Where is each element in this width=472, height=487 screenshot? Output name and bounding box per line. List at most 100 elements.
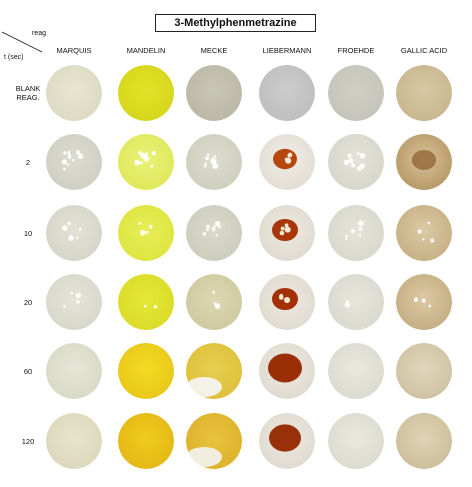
well-liquid (328, 343, 384, 399)
sample-crystal (428, 304, 432, 308)
sample-crystal (63, 167, 66, 171)
sample-crystal (356, 151, 360, 155)
well-4-4 (328, 343, 384, 399)
sample-crystal (213, 225, 216, 228)
pale-region (186, 447, 222, 467)
reagent-header-0: MARQUIS (56, 46, 92, 55)
time-header-0: BLANK REAG. (15, 84, 41, 102)
time-header-2: 10 (23, 229, 33, 238)
sample-crystal (344, 301, 351, 308)
well-liquid (328, 413, 384, 469)
well-1-2 (186, 134, 242, 190)
well-liquid (396, 205, 452, 261)
time-axis-label: t (sec) (4, 54, 24, 61)
reagent-header-2: MECKE (200, 46, 228, 55)
sample-crystal (140, 229, 146, 236)
well-5-0 (46, 413, 102, 469)
figure-title: 3-Methylphenmetrazine (155, 14, 316, 32)
sample-crystal (206, 228, 209, 232)
sample-crystal (138, 222, 142, 225)
sample-crystal (71, 158, 75, 162)
well-liquid (328, 65, 384, 121)
well-3-4 (328, 274, 384, 330)
well-0-1 (118, 65, 174, 121)
time-header-1: 2 (25, 158, 31, 167)
well-2-3 (259, 205, 315, 261)
sample-crystal (279, 295, 284, 300)
well-0-2 (186, 65, 242, 121)
sample-crystal (204, 162, 207, 166)
sample-crystal (430, 238, 435, 243)
sample-crystal (63, 151, 67, 155)
sample-crystal (151, 151, 156, 156)
sample-crystal (150, 164, 154, 168)
well-liquid (186, 205, 242, 261)
well-liquid (46, 274, 102, 330)
reagent-axis-label: reag (32, 30, 47, 37)
well-liquid (118, 205, 174, 261)
sample-crystal (153, 305, 158, 309)
sample-crystal (67, 221, 71, 226)
well-liquid (46, 413, 102, 469)
sample-crystal (218, 225, 222, 229)
well-liquid (328, 134, 384, 190)
well-3-0 (46, 274, 102, 330)
sample-crystal (215, 233, 218, 237)
well-4-5 (396, 343, 452, 399)
sample-crystal (70, 234, 73, 238)
sample-crystal (134, 160, 140, 166)
well-1-3 (259, 134, 315, 190)
sample-crystal (344, 159, 350, 166)
well-0-0 (46, 65, 102, 121)
sample-crystal (417, 229, 422, 234)
sample-crystal (414, 297, 418, 300)
well-liquid (396, 413, 452, 469)
sample-crystal (63, 305, 66, 308)
well-1-4 (328, 134, 384, 190)
well-1-5 (396, 134, 452, 190)
sample-crystal (345, 237, 348, 241)
sample-crystal (148, 224, 153, 229)
sample-crystal (212, 163, 219, 169)
sample-crystal (146, 231, 149, 234)
well-liquid (46, 343, 102, 399)
well-4-2 (186, 343, 242, 399)
well-liquid (186, 65, 242, 121)
reagent-header-3: LIEBERMANN (262, 46, 312, 55)
well-2-4 (328, 205, 384, 261)
sample-crystal (280, 226, 285, 231)
well-liquid (328, 205, 384, 261)
well-liquid (328, 274, 384, 330)
well-5-5 (396, 413, 452, 469)
well-1-1 (118, 134, 174, 190)
sample-crystal (75, 150, 81, 155)
well-2-5 (396, 205, 452, 261)
reagent-header-1: MANDELIN (126, 46, 166, 55)
time-header-4: 60 (23, 367, 33, 376)
sample-crystal (358, 220, 364, 227)
well-5-3 (259, 413, 315, 469)
table-corner-header: reag t (sec) (2, 30, 50, 64)
sample-crystal (284, 157, 289, 162)
sample-crystal (287, 152, 293, 158)
sample-crystal (345, 300, 349, 304)
sample-crystal (214, 220, 221, 227)
well-liquid (118, 413, 174, 469)
sample-crystal (67, 150, 71, 154)
well-5-1 (118, 413, 174, 469)
sample-crystal (75, 292, 82, 299)
sample-crystal (61, 225, 68, 231)
pale-region (186, 377, 222, 397)
well-0-3 (259, 65, 315, 121)
sample-crystal (61, 159, 68, 165)
well-liquid (259, 65, 315, 121)
sample-crystal (206, 224, 211, 229)
well-liquid (118, 274, 174, 330)
sample-crystal (350, 229, 355, 234)
well-4-1 (118, 343, 174, 399)
time-header-3: 20 (23, 298, 33, 307)
reaction-blotch (268, 353, 302, 383)
sample-crystal (352, 163, 355, 167)
sample-crystal (358, 233, 362, 237)
well-liquid (118, 65, 174, 121)
